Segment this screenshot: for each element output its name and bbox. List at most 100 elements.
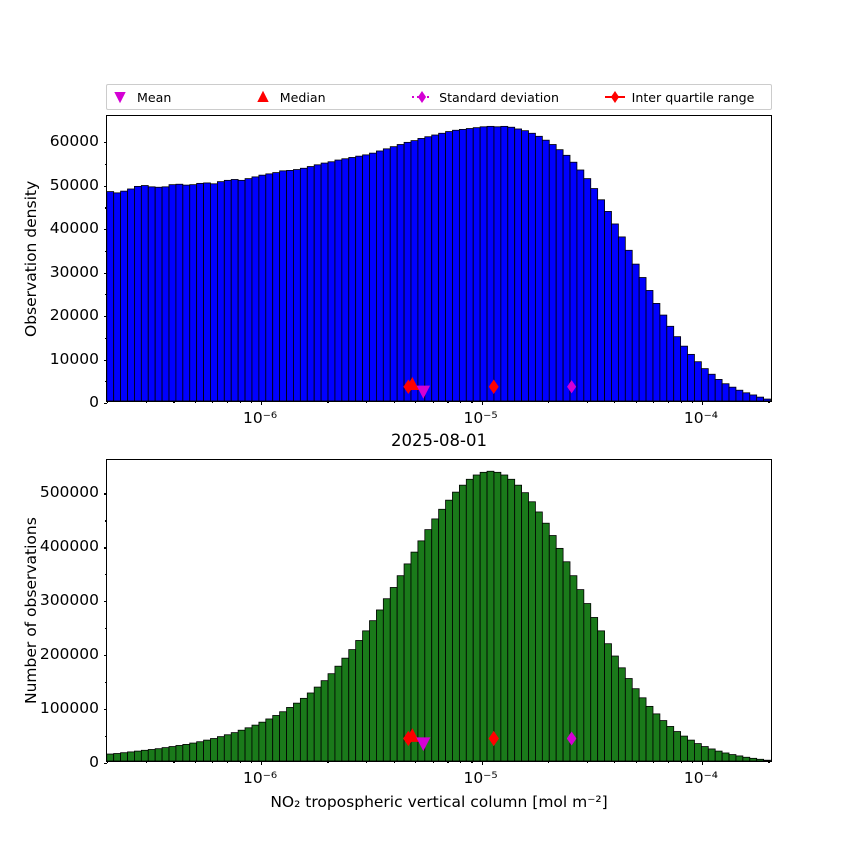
axes-observation-density (103, 115, 772, 405)
y-minor-tick-mark (105, 381, 107, 383)
legend-label: Median (279, 89, 326, 105)
y-minor-tick-mark (105, 294, 107, 296)
y-tick-mark (103, 601, 107, 603)
histogram-observation-density (107, 125, 771, 401)
x-minor-tick-mark (460, 401, 462, 403)
x-tick-label: 10⁻⁶ (243, 769, 278, 787)
x-minor-tick-mark (145, 401, 147, 403)
y-minor-tick-mark (105, 207, 107, 209)
x-tick-mark (481, 761, 483, 765)
x-minor-tick-mark (586, 401, 588, 403)
x-tick-label: 10⁻⁴ (683, 769, 719, 787)
y-minor-tick-mark (105, 736, 107, 738)
legend-entry: Inter quartile range (602, 84, 755, 110)
y-tick-label: 200000 (39, 645, 99, 664)
x-minor-tick-mark (547, 761, 550, 763)
x-minor-tick-mark (194, 761, 196, 763)
x-minor-tick-mark (212, 401, 214, 403)
diamond-errorbar-icon (602, 84, 628, 110)
figure-title: 2025-08-01 (391, 431, 487, 450)
x-minor-tick-mark (366, 761, 368, 763)
y-tick-mark (103, 316, 107, 318)
y-tick-mark (103, 185, 107, 187)
x-minor-tick-mark (635, 401, 637, 403)
y-minor-tick-mark (105, 520, 107, 522)
x-minor-tick-mark (635, 761, 637, 763)
x-tick-mark (701, 761, 704, 765)
y-tick-mark (103, 493, 107, 495)
x-minor-tick-mark (667, 761, 669, 763)
x-minor-tick-mark (250, 401, 253, 403)
y-tick-mark (103, 709, 107, 711)
y-tick-mark (103, 547, 107, 549)
x-minor-tick-mark (327, 761, 329, 763)
x-minor-tick-mark (614, 761, 616, 763)
y-tick-label: 400000 (39, 537, 99, 556)
x-tick-label: 10⁻⁵ (463, 409, 498, 427)
y-axis-label: Number of observations (22, 517, 40, 704)
x-minor-tick-mark (691, 761, 694, 763)
y-tick-label: 30000 (49, 262, 99, 281)
x-minor-tick-mark (653, 401, 655, 403)
y-minor-tick-mark (105, 574, 107, 576)
legend-label: Mean (137, 89, 172, 105)
x-minor-tick-mark (393, 761, 395, 763)
x-minor-tick-mark (547, 401, 550, 403)
x-tick-label: 10⁻⁴ (683, 409, 719, 427)
y-minor-tick-mark (105, 682, 107, 684)
x-minor-tick-mark (680, 761, 682, 763)
x-minor-tick-mark (653, 761, 655, 763)
y-minor-tick-mark (105, 337, 107, 339)
y-minor-tick-mark (105, 163, 107, 166)
y-tick-mark (103, 229, 107, 231)
x-minor-tick-mark (471, 401, 473, 403)
x-tick-mark (701, 401, 704, 405)
x-minor-tick-mark (432, 761, 434, 763)
x-minor-tick-mark (680, 401, 682, 403)
x-minor-tick-mark (614, 401, 616, 403)
x-tick-mark (261, 401, 263, 405)
x-minor-tick-mark (327, 401, 329, 403)
x-axis-label: NO₂ tropospheric vertical column [mol m⁻… (270, 793, 608, 811)
legend-entry: Median (250, 85, 326, 109)
x-minor-tick-mark (447, 761, 449, 763)
x-minor-tick-mark (667, 401, 669, 403)
x-minor-tick-mark (432, 401, 434, 403)
x-minor-tick-mark (194, 401, 196, 403)
y-tick-label: 10000 (49, 349, 99, 368)
x-minor-tick-mark (768, 401, 770, 403)
x-tick-mark (261, 761, 263, 765)
legend-label: Inter quartile range (631, 89, 755, 105)
y-tick-mark (103, 763, 107, 765)
diamond-errorbar-icon (409, 84, 435, 110)
legend-entry: Mean (107, 85, 171, 109)
y-tick-label: 0 (89, 393, 99, 411)
legend: Mean Median Standard deviation Inter quarti… (106, 84, 772, 110)
x-minor-tick-mark (239, 761, 241, 763)
x-minor-tick-mark (460, 761, 462, 763)
y-axis-label: Observation density (22, 180, 40, 337)
y-tick-label: 40000 (49, 219, 99, 238)
x-minor-tick-mark (226, 761, 229, 763)
x-minor-tick-mark (447, 401, 449, 403)
x-tick-mark (481, 401, 483, 405)
y-tick-label: 60000 (49, 132, 99, 151)
histogram-number-of-observations (107, 470, 771, 761)
y-tick-label: 0 (89, 753, 99, 771)
x-minor-tick-mark (145, 761, 147, 763)
y-tick-label: 50000 (49, 175, 99, 194)
triangle-down-icon (107, 84, 133, 110)
x-minor-tick-mark (212, 761, 214, 763)
axes-number-of-observations (103, 459, 772, 765)
x-minor-tick-mark (173, 761, 175, 763)
triangle-up-icon (250, 84, 276, 110)
y-minor-tick-mark (105, 628, 107, 630)
y-tick-label: 300000 (39, 591, 99, 610)
x-minor-tick-mark (239, 401, 241, 403)
x-tick-label: 10⁻⁵ (463, 769, 498, 787)
y-tick-mark (103, 655, 107, 657)
y-tick-mark (103, 359, 107, 361)
x-minor-tick-mark (366, 401, 368, 403)
y-tick-mark (103, 403, 107, 405)
